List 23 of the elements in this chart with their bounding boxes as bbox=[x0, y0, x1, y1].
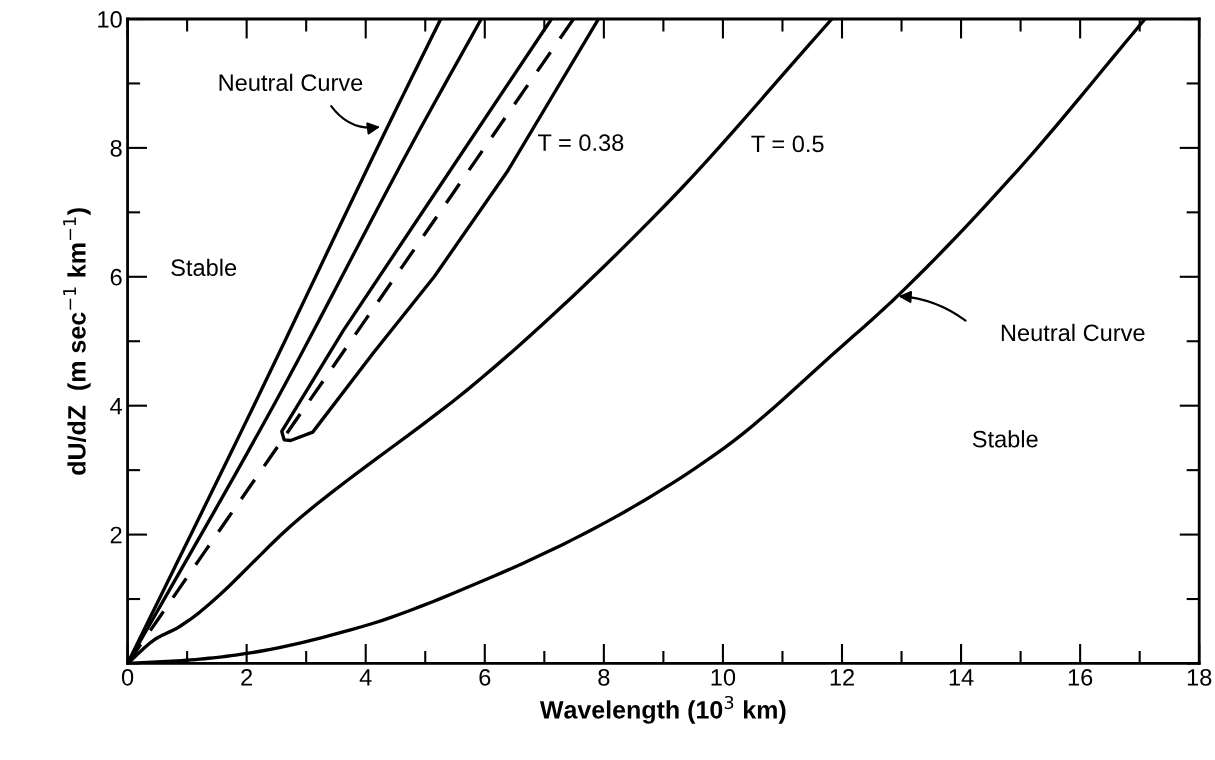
y-tick-label: 6 bbox=[110, 268, 122, 286]
x-tick-label: 12 bbox=[830, 668, 854, 686]
x-axis-title: Wavelength (10$^{3}$ km) bbox=[539, 695, 786, 724]
y-tick-label: 8 bbox=[110, 139, 122, 157]
x-tick-label: 16 bbox=[1068, 668, 1093, 686]
y-tick-label: 10 bbox=[98, 11, 122, 28]
annotation: Neutral Curve bbox=[1001, 323, 1145, 342]
annotation: Stable bbox=[972, 430, 1038, 448]
y-tick-label: 4 bbox=[110, 398, 123, 415]
x-tick-label: 0 bbox=[121, 668, 134, 686]
annotation: Neutral Curve bbox=[219, 73, 363, 92]
y-tick-label: 2 bbox=[110, 526, 122, 544]
x-tick-label: 14 bbox=[949, 669, 974, 686]
annotation: T = 0.5 bbox=[751, 135, 824, 153]
y-axis-title: dU/dZ (m sec$^{−1}$ km$^{−1}$) bbox=[63, 208, 91, 475]
x-tick-label: 18 bbox=[1187, 668, 1212, 686]
x-tick-label: 10 bbox=[711, 668, 736, 686]
x-tick-label: 2 bbox=[241, 668, 253, 686]
x-tick-label: 8 bbox=[598, 668, 610, 686]
x-tick-label: 4 bbox=[359, 669, 372, 686]
x-tick-label: 6 bbox=[479, 668, 491, 686]
annotation: Stable bbox=[171, 258, 237, 277]
annotation: T = 0.38 bbox=[537, 134, 624, 152]
